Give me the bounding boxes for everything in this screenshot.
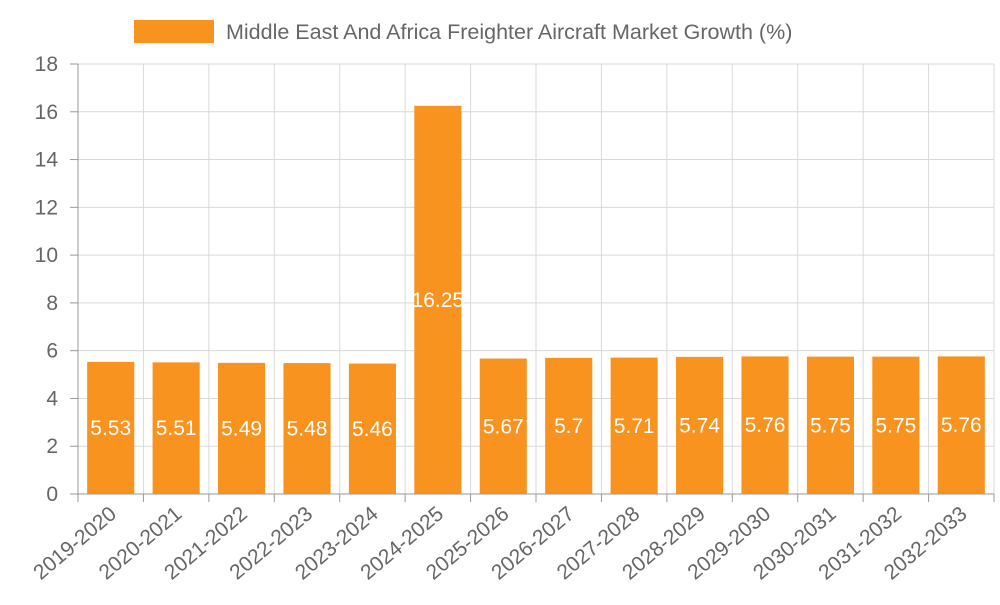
bar-2024-2025[interactable]	[414, 105, 462, 495]
data-label: 5.71	[614, 415, 655, 438]
data-label: 5.53	[90, 417, 131, 440]
data-label: 5.46	[352, 418, 393, 441]
y-tick-label: 0	[46, 483, 58, 506]
bar-2029-2030[interactable]	[741, 356, 789, 494]
y-tick-label: 14	[35, 149, 59, 172]
bar-2031-2032[interactable]	[872, 356, 920, 494]
bar-2021-2022[interactable]	[218, 362, 266, 494]
bar-2032-2033[interactable]	[937, 356, 985, 494]
data-label: 5.7	[554, 415, 583, 438]
y-tick-label: 6	[46, 340, 58, 363]
data-label: 5.51	[156, 417, 197, 440]
bar-2023-2024[interactable]	[348, 363, 396, 494]
legend-swatch[interactable]	[134, 20, 214, 43]
bar-2022-2023[interactable]	[283, 363, 331, 494]
bars	[87, 105, 985, 495]
data-label: 16.25	[412, 289, 465, 312]
legend-label[interactable]: Middle East And Africa Freighter Aircraf…	[226, 20, 792, 44]
legend[interactable]: Middle East And Africa Freighter Aircraf…	[134, 20, 792, 44]
data-label: 5.48	[287, 418, 328, 441]
bar-2020-2021[interactable]	[152, 362, 200, 494]
data-label: 5.75	[875, 414, 916, 437]
bar-2025-2026[interactable]	[479, 358, 527, 494]
data-label: 5.76	[745, 414, 786, 437]
bar-2026-2027[interactable]	[545, 357, 593, 494]
data-labels: 5.53 5.51 5.49 5.48 5.46 16.25 5.67 5.7 5.71 5.74…	[90, 289, 981, 441]
y-tick-label: 8	[46, 292, 58, 315]
bar-2028-2029[interactable]	[676, 356, 724, 494]
grid	[77, 63, 995, 495]
y-tick-label: 16	[35, 101, 58, 124]
data-label: 5.49	[221, 417, 262, 440]
y-tick-label: 2	[46, 435, 58, 458]
y-tick-label: 18	[35, 53, 58, 76]
data-label: 5.75	[810, 414, 851, 437]
axes: 0246810121416182019-20202020-20212021-20…	[29, 53, 995, 584]
bar-2019-2020[interactable]	[87, 361, 135, 494]
bar-2030-2031[interactable]	[806, 356, 854, 494]
y-tick-label: 10	[35, 244, 58, 267]
data-label: 5.74	[679, 414, 720, 437]
bar-2027-2028[interactable]	[610, 357, 658, 494]
data-label: 5.67	[483, 415, 524, 438]
y-tick-label: 12	[35, 196, 58, 219]
data-label: 5.76	[941, 414, 982, 437]
y-tick-label: 4	[46, 387, 58, 410]
